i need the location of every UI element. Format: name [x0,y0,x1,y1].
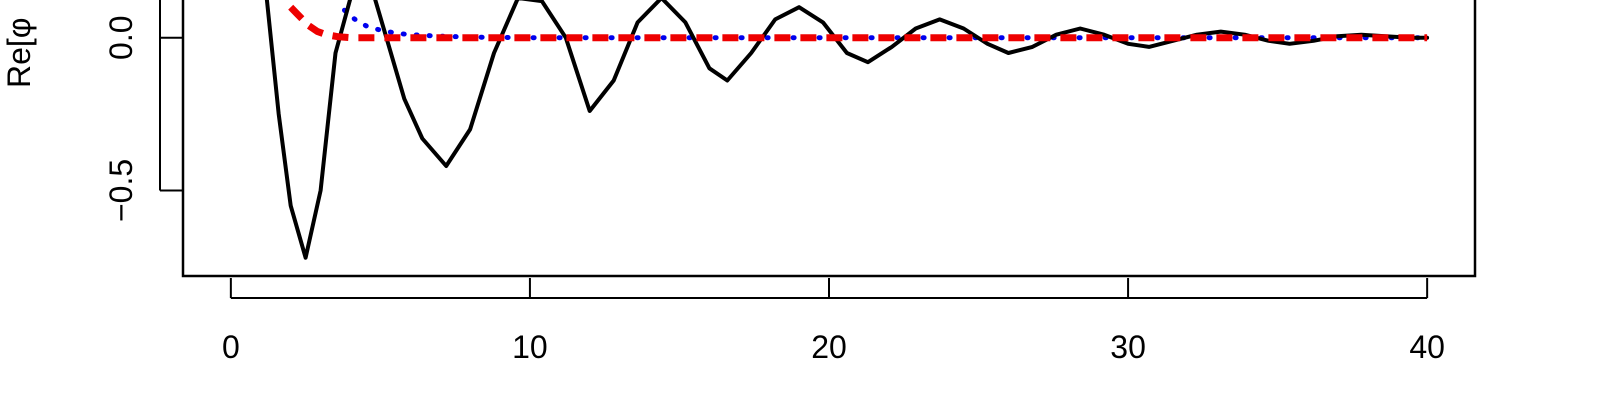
x-tick-label: 0 [222,329,240,365]
y-tick-label: −0.5 [103,159,139,222]
x-tick-label: 20 [811,329,847,365]
y-tick-label: 0.0 [103,15,139,59]
series-layer [264,0,1430,260]
x-tick-label: 30 [1110,329,1146,365]
x-tick-label: 40 [1409,329,1445,365]
series-line-solid [264,0,1430,260]
x-axis: 0 10 20 30 40 [222,278,1445,365]
y-axis: 0.0 −0.5 [103,0,182,222]
y-axis-label: Re[φ [1,17,37,88]
x-tick-label: 10 [512,329,548,365]
plot-frame [181,0,1477,278]
series-line-dashed [288,4,1428,42]
